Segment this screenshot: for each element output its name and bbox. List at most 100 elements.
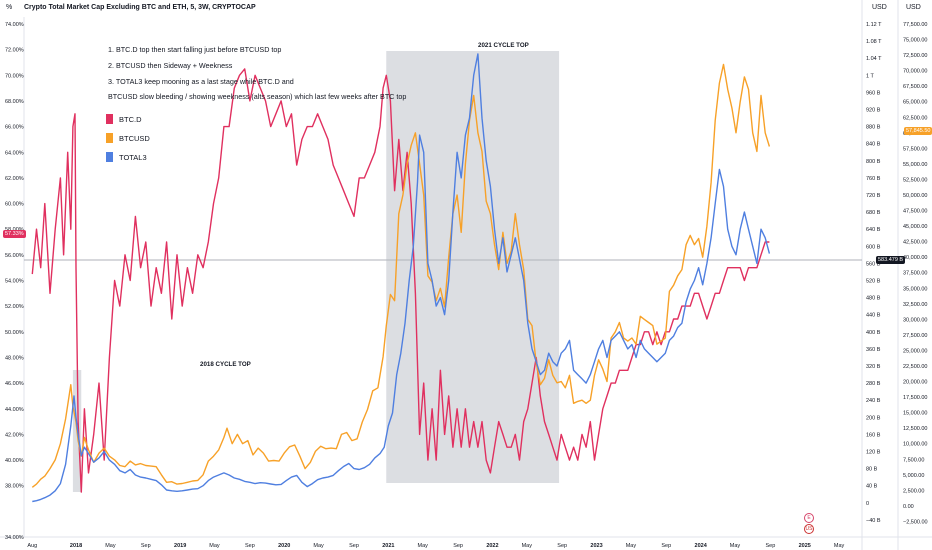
right-axis-tick-label: 20,000.00 [903,380,927,386]
mid-axis-tick-label: 760 B [866,176,881,182]
shaded-region-layer [72,51,560,492]
mid-axis-unit[interactable]: USD [872,4,887,11]
left-axis-tick-label: 68.00% [5,99,24,105]
legend-label-btcd: BTC.D [119,114,142,124]
legend-swatch-btcusd [106,133,113,143]
mid-axis-tick-label: 480 B [866,296,881,302]
x-axis-tick-label: 2022 [486,543,498,549]
mid-axis-tick-label: 600 B [866,244,881,250]
series-line-btcusd [31,63,771,488]
legend-label-btcusd: BTCUSD [119,133,150,143]
legend-item-btcusd[interactable]: BTCUSD [106,133,150,143]
mid-axis-tick-label: 240 B [866,398,881,404]
right-axis-tick-label: 0.00 [903,504,914,510]
x-axis-tick-label: May [834,543,845,549]
legend-swatch-btcd [106,114,113,124]
right-axis-tick-label: 40,000.00 [903,255,927,261]
left-axis-tick-label: 66.00% [5,125,24,131]
series-line-total3 [32,53,771,503]
right-axis-tick-label: 37,500.00 [903,271,927,277]
mid-axis-tick-label: 920 B [866,108,881,114]
left-axis-tick-label: 38.00% [5,484,24,490]
left-axis-tick-label: 74.00% [5,22,24,28]
x-axis-tick-label: 2025 [799,543,811,549]
btcusd-price-badge: 57,845.50 [904,127,932,135]
mid-axis-tick-label: 680 B [866,210,881,216]
right-axis-tick-label: 52,500.00 [903,177,927,183]
mid-axis-tick-label: 1.12 T [866,22,882,28]
us-flag-icon[interactable]: US [804,524,814,534]
chart-title: Crypto Total Market Cap Excluding BTC an… [24,4,256,11]
series-line-btcd [31,68,770,493]
shaded-region [386,51,560,483]
right-axis-tick-label: 70,000.00 [903,69,927,75]
left-axis-tick-label: 48.00% [5,355,24,361]
right-axis-tick-label: 30,000.00 [903,317,927,323]
right-axis-tick-label: 62,500.00 [903,115,927,121]
x-axis-tick-label: May [522,543,533,549]
mid-axis-tick-label: 840 B [866,142,881,148]
mid-axis-tick-label: 0 [866,501,869,507]
x-axis-tick-label: Aug [27,543,37,549]
legend-item-total3[interactable]: TOTAL3 [106,152,147,162]
x-axis-tick-label: 2023 [590,543,602,549]
annotation-2021-cycle-top: 2021 CYCLE TOP [478,42,529,49]
mid-axis-tick-label: −40 B [866,518,881,524]
x-axis-tick-label: May [626,543,637,549]
right-axis-tick-label: 77,500.00 [903,22,927,28]
right-axis-unit[interactable]: USD [906,4,921,11]
mid-axis-tick-label: 160 B [866,432,881,438]
series-layer [31,53,771,503]
mid-axis-tick-label: 200 B [866,415,881,421]
legend-item-btcd[interactable]: BTC.D [106,114,142,124]
mid-axis-tick-label: 40 B [866,484,878,490]
left-axis-tick-label: 42.00% [5,432,24,438]
right-axis-tick-label: 5,000.00 [903,473,924,479]
right-axis-tick-label: 22,500.00 [903,364,927,370]
right-axis-tick-label: −2,500.00 [903,519,928,525]
right-axis-tick-label: 25,000.00 [903,348,927,354]
mid-axis-tick-label: 400 B [866,330,881,336]
right-axis-tick-label: 47,500.00 [903,209,927,215]
right-axis-tick-label: 55,000.00 [903,162,927,168]
left-axis-tick-label: 56.00% [5,253,24,259]
mid-axis-tick-label: 1 T [866,73,874,79]
x-axis-tick-label: Sep [349,543,359,549]
left-axis-tick-label: 72.00% [5,48,24,54]
x-axis-tick-label: Sep [765,543,775,549]
mid-axis-tick-label: 720 B [866,193,881,199]
left-axis-unit: % [6,4,13,11]
x-axis-tick-label: 2020 [278,543,290,549]
right-axis-tick-label: 75,000.00 [903,38,927,44]
right-axis-tick-label: 50,000.00 [903,193,927,199]
x-axis-tick-label: May [730,543,741,549]
mid-axis-tick-label: 280 B [866,381,881,387]
right-axis-tick-label: 15,000.00 [903,411,927,417]
x-axis-tick-label: Sep [661,543,671,549]
note-line-4: BTCUSD slow bleeding / showing weekness … [108,92,407,101]
note-line-3: 3. TOTAL3 keep mooning as a last stage w… [108,77,294,86]
total3-price-badge: 583.479 B [876,256,906,264]
right-axis-tick-label: 27,500.00 [903,333,927,339]
mid-axis-tick-label: 640 B [866,227,881,233]
left-axis-tick-label: 60.00% [5,202,24,208]
left-axis-tick-label: 40.00% [5,458,24,464]
right-axis-tick-label: 72,500.00 [903,53,927,59]
x-axis-tick-label: Sep [453,543,463,549]
mid-axis-tick-label: 520 B [866,279,881,285]
mid-axis-tick-label: 800 B [866,159,881,165]
x-axis-tick-label: 2021 [382,543,394,549]
x-axis-tick-label: 2024 [695,543,708,549]
mid-axis-tick-label: 560 B [866,261,881,267]
mid-axis-tick-label: 360 B [866,347,881,353]
right-axis-tick-label: 12,500.00 [903,426,927,432]
x-axis-tick-label: May [105,543,116,549]
mid-axis-tick-label: 440 B [866,313,881,319]
right-axis-tick-label: 57,500.00 [903,146,927,152]
x-axis-tick-label: May [418,543,429,549]
right-axis-tick-label: 17,500.00 [903,395,927,401]
annotation-2018-cycle-top: 2018 CYCLE TOP [200,361,251,368]
event-flag-icon[interactable]: E [804,513,814,523]
right-axis-tick-label: 65,000.00 [903,100,927,106]
